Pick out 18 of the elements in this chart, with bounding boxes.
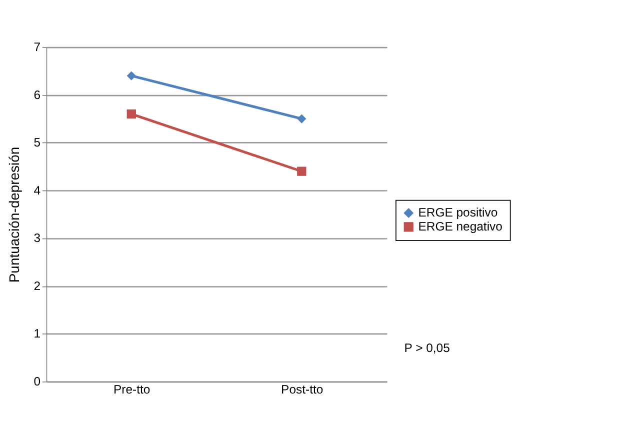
y-tick-label: 2	[34, 278, 41, 293]
y-tick-label: 5	[34, 136, 41, 150]
x-tick-label: Pre-tto	[114, 382, 150, 396]
y-tick-label: 7	[34, 40, 41, 54]
y-tick-label: 6	[34, 88, 41, 102]
legend-label: ERGE negativo	[418, 219, 503, 234]
point	[126, 109, 136, 119]
legend-label: ERGE positivo	[418, 205, 498, 220]
y-tick-label: 0	[34, 374, 41, 388]
y-tick-label: 3	[34, 231, 41, 246]
point	[297, 166, 306, 176]
y-axis-title: Puntuación-depresión	[6, 146, 22, 283]
y-tick-label: 1	[34, 326, 41, 341]
text: P > 0,05	[404, 340, 450, 355]
point	[126, 71, 136, 80]
x-tick-label: Post-tto	[281, 382, 324, 396]
y-tick-label: 4	[34, 183, 41, 198]
point	[297, 114, 306, 124]
